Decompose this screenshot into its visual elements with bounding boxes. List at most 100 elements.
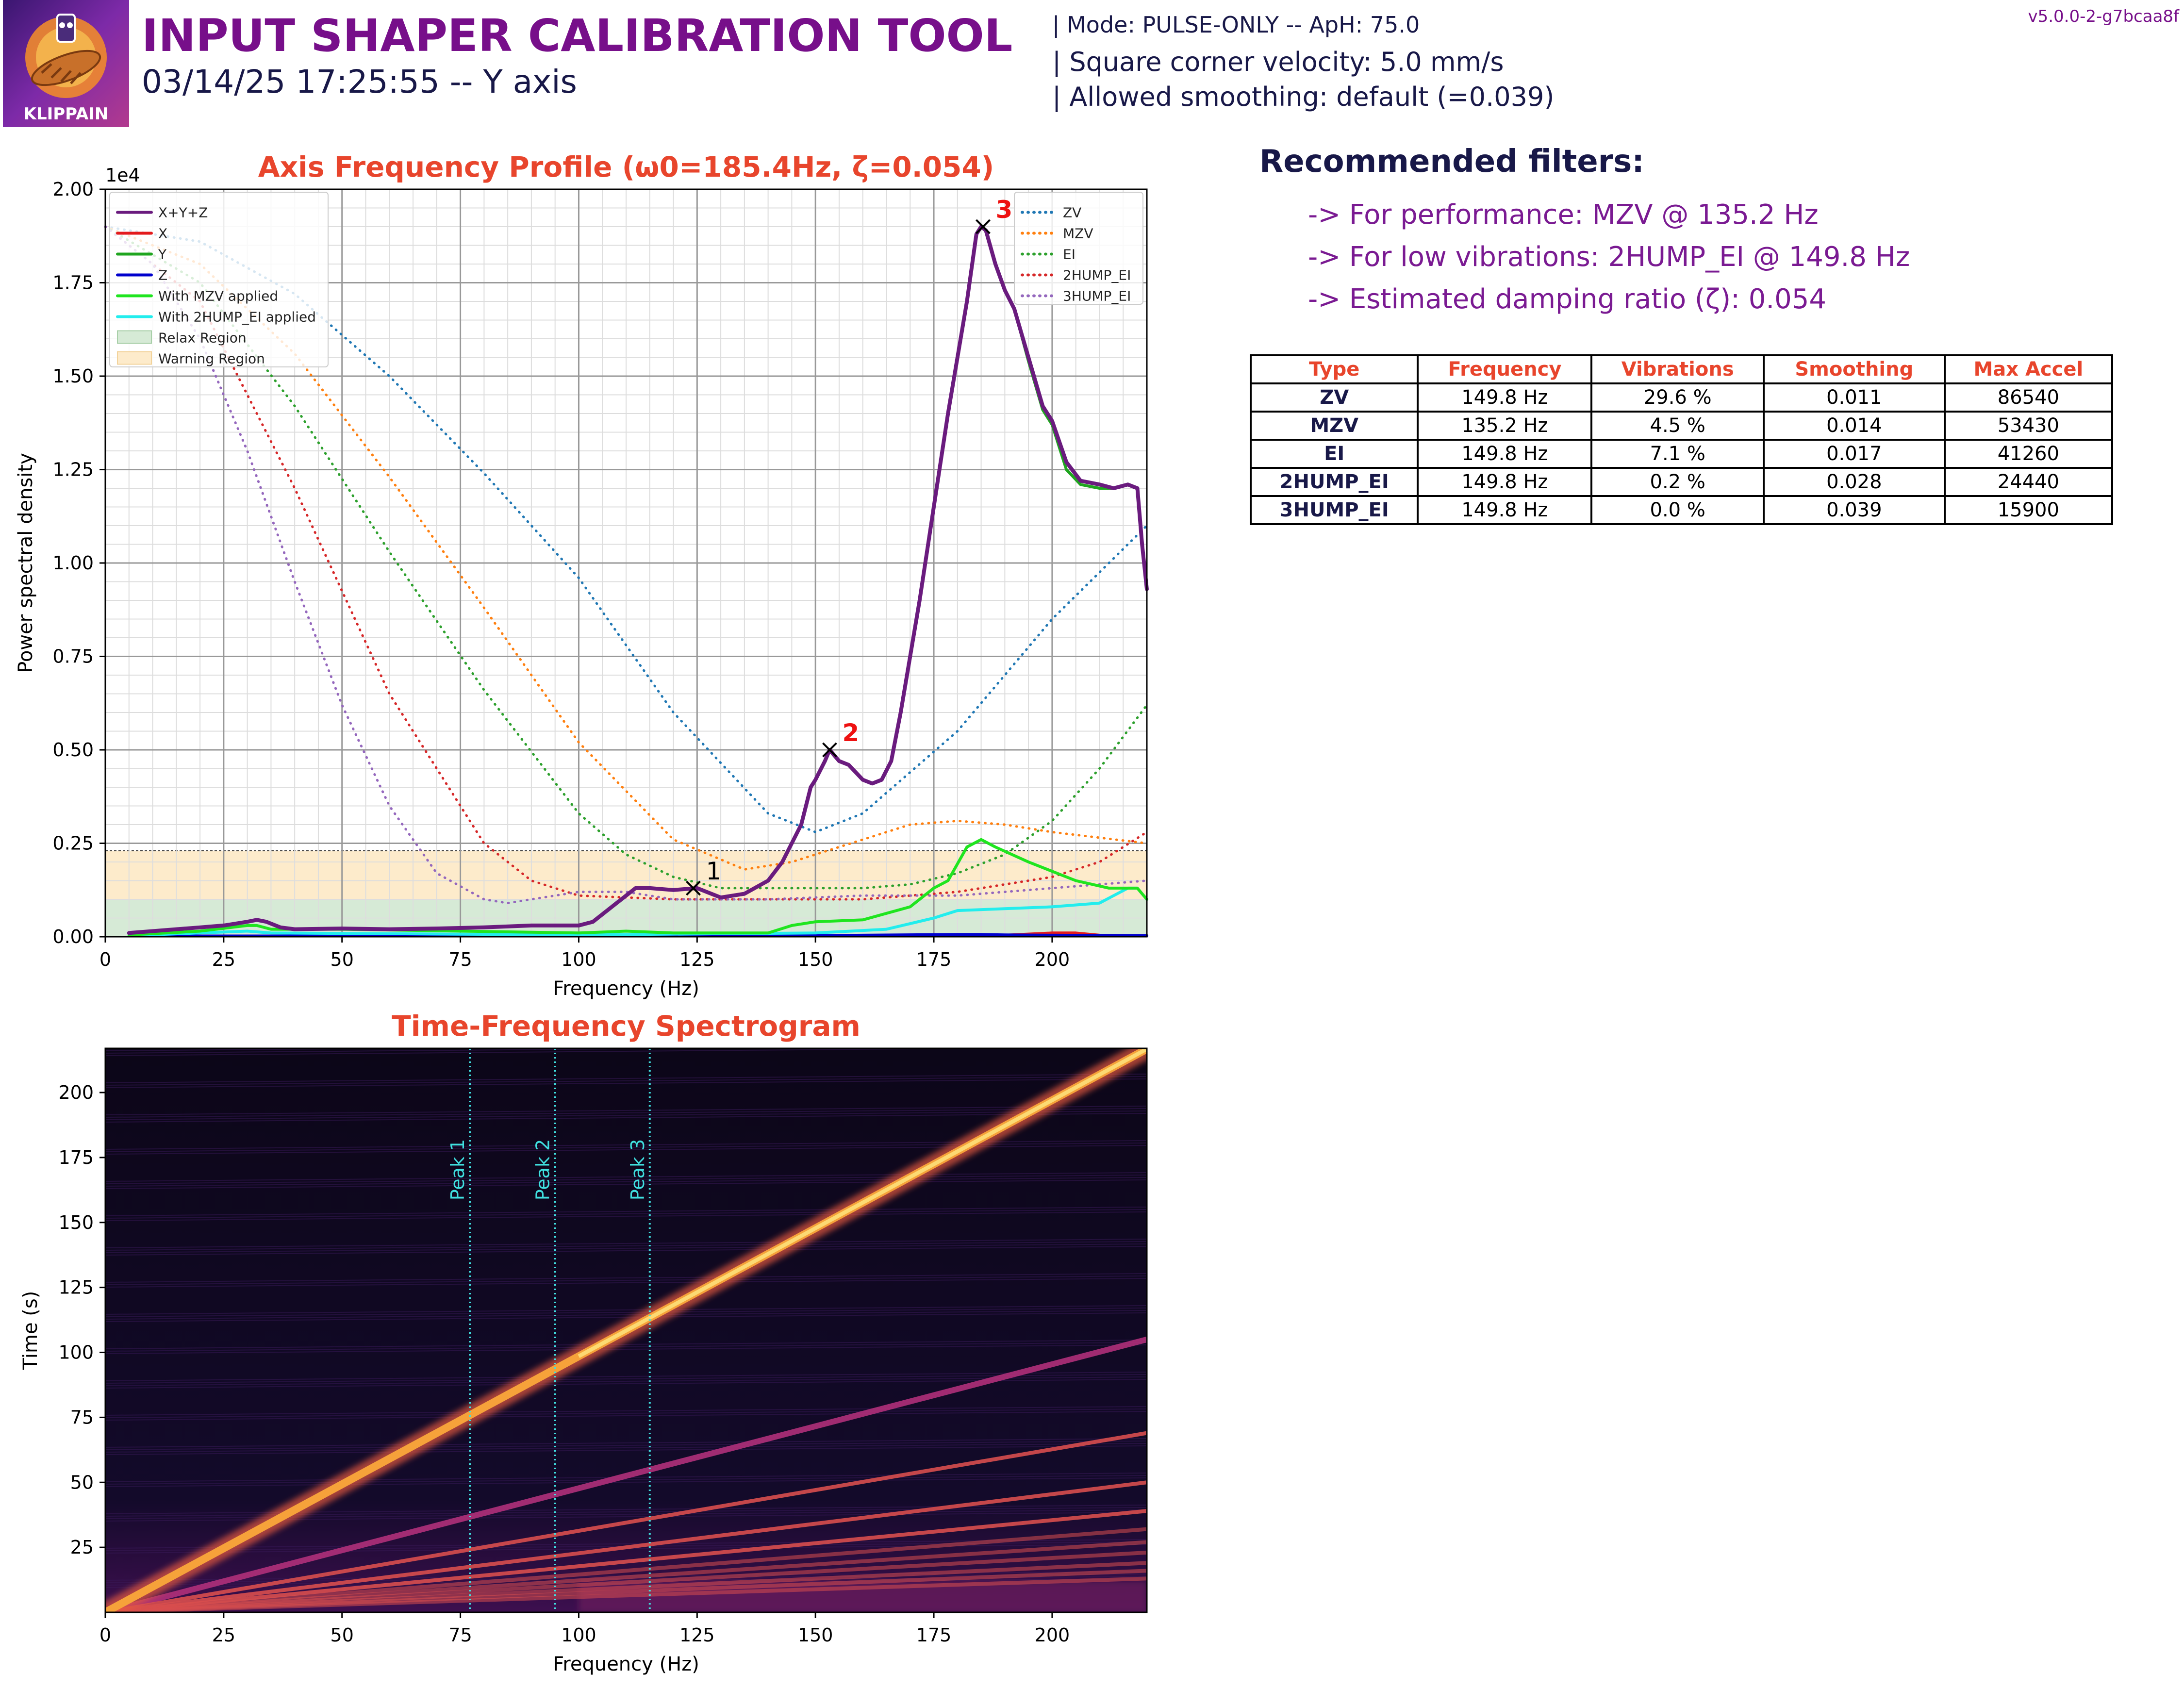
recommendation-low-vibrations: -> For low vibrations: 2HUMP_EI @ 149.8 …: [1308, 241, 1910, 273]
y-tick-label: 1.50: [52, 365, 94, 387]
table-header: Frequency: [1418, 355, 1591, 383]
filters-table: Type Frequency Vibrations Smoothing Max …: [1250, 354, 2113, 525]
table-cell: EI: [1251, 440, 1418, 468]
y-tick-label: 1.25: [52, 459, 94, 480]
y-tick-label: 100: [58, 1342, 94, 1363]
x-tick-label: 75: [448, 1624, 472, 1646]
legend-entry: EI: [1063, 247, 1075, 263]
table-header-row: Type Frequency Vibrations Smoothing Max …: [1251, 355, 2112, 383]
table-cell: 4.5 %: [1591, 412, 1764, 440]
legend-entry: 3HUMP_EI: [1063, 288, 1131, 304]
table-cell: 3HUMP_EI: [1251, 496, 1418, 524]
x-tick-label: 150: [798, 949, 833, 970]
table-cell: 7.1 %: [1591, 440, 1764, 468]
table-cell: 0.2 %: [1591, 468, 1764, 496]
table-cell: 29.6 %: [1591, 383, 1764, 412]
legend-entry: Warning Region: [158, 351, 265, 367]
x-tick-label: 200: [1035, 1624, 1070, 1646]
table-row: 2HUMP_EI 149.8 Hz 0.2 % 0.028 24440: [1251, 468, 2112, 496]
table-cell: 149.8 Hz: [1418, 496, 1591, 524]
table-cell: 15900: [1945, 496, 2112, 524]
x-tick-label: 100: [561, 949, 596, 970]
spectrogram-chart: Peak 1 Peak 2 Peak 3 0 25 50 75 100 125 150 175 200…: [19, 1010, 1147, 1675]
table-cell: 0.0 %: [1591, 496, 1764, 524]
table-cell: 41260: [1945, 440, 2112, 468]
table-cell: 0.039: [1764, 496, 1945, 524]
legend-entry: 2HUMP_EI: [1063, 267, 1131, 283]
x-tick-label: 100: [561, 1624, 596, 1646]
y-tick-label: 150: [58, 1212, 94, 1233]
peak-line-label: Peak 2: [532, 1139, 554, 1201]
peak-line-label: Peak 1: [447, 1139, 468, 1201]
table-cell: ZV: [1251, 383, 1418, 412]
x-axis-label: Frequency (Hz): [553, 1653, 699, 1675]
legend-entry: MZV: [1063, 226, 1093, 242]
table-cell: 86540: [1945, 383, 2112, 412]
recommendation-performance: -> For performance: MZV @ 135.2 Hz: [1308, 199, 1819, 231]
y-tick-label: 125: [58, 1277, 94, 1298]
table-cell: 53430: [1945, 412, 2112, 440]
table-row: 3HUMP_EI 149.8 Hz 0.0 % 0.039 15900: [1251, 496, 2112, 524]
y-tick-label: 0.50: [52, 739, 94, 761]
x-tick-label: 175: [916, 949, 952, 970]
table-header: Vibrations: [1591, 355, 1764, 383]
y-tick-label: 0.00: [52, 926, 94, 947]
table-cell: 0.017: [1764, 440, 1945, 468]
table-header: Smoothing: [1764, 355, 1945, 383]
y-tick-label: 0.25: [52, 833, 94, 854]
x-tick-label: 75: [448, 949, 472, 970]
y-scale-label: 1e4: [105, 165, 140, 186]
table-cell: 2HUMP_EI: [1251, 468, 1418, 496]
psd-title: Axis Frequency Profile (ω0=185.4Hz, ζ=0.…: [258, 150, 994, 183]
x-tick-label: 25: [212, 1624, 235, 1646]
x-tick-label: 0: [99, 949, 111, 970]
x-tick-label: 50: [331, 1624, 354, 1646]
x-tick-label: 175: [916, 1624, 952, 1646]
legend-entry: Z: [158, 267, 167, 283]
y-tick-label: 0.75: [52, 646, 94, 667]
table-header: Type: [1251, 355, 1418, 383]
y-axis-label: Power spectral density: [15, 453, 37, 673]
legend-entry: With 2HUMP_EI applied: [158, 309, 316, 325]
peak-line-label: Peak 3: [627, 1139, 648, 1201]
peak-label: 2: [842, 719, 859, 747]
spectrogram-title: Time-Frequency Spectrogram: [392, 1010, 860, 1043]
y-tick-label: 2.00: [52, 179, 94, 200]
psd-legend-right: ZVMZVEI2HUMP_EI3HUMP_EI: [1014, 192, 1143, 304]
x-tick-label: 125: [679, 949, 715, 970]
legend-swatch: [117, 331, 151, 344]
table-cell: 0.014: [1764, 412, 1945, 440]
peak-label: 1: [706, 857, 722, 885]
version-label: v5.0.0-2-g7bcaa8f: [2028, 7, 2179, 26]
peak-label: 3: [995, 196, 1012, 224]
table-header: Max Accel: [1945, 355, 2112, 383]
table-cell: 0.011: [1764, 383, 1945, 412]
recommendations-title: Recommended filters:: [1259, 144, 1644, 180]
x-tick-label: 25: [212, 949, 235, 970]
x-tick-label: 200: [1035, 949, 1070, 970]
y-tick-label: 50: [70, 1472, 94, 1493]
legend-entry: X+Y+Z: [158, 205, 208, 221]
y-tick-label: 25: [70, 1537, 94, 1558]
table-row: MZV 135.2 Hz 4.5 % 0.014 53430: [1251, 412, 2112, 440]
table-cell: MZV: [1251, 412, 1418, 440]
y-tick-label: 175: [58, 1147, 94, 1168]
table-cell: 149.8 Hz: [1418, 468, 1591, 496]
y-tick-label: 200: [58, 1082, 94, 1103]
charts-canvas: 1 2 3 0 25 50 75 100 125 150 175 200 0.00 0.25 0.50 0.7…: [0, 0, 1165, 1689]
table-cell: 24440: [1945, 468, 2112, 496]
legend-entry: Relax Region: [158, 330, 247, 346]
legend-entry: With MZV applied: [158, 288, 278, 304]
x-tick-label: 125: [679, 1624, 715, 1646]
x-axis-label: Frequency (Hz): [553, 977, 699, 1000]
spectrogram-image: [105, 1040, 1147, 1612]
y-tick-label: 1.00: [52, 552, 94, 574]
x-tick-label: 50: [331, 949, 354, 970]
legend-swatch: [117, 352, 151, 364]
table-cell: 135.2 Hz: [1418, 412, 1591, 440]
psd-chart: 1 2 3 0 25 50 75 100 125 150 175 200 0.00 0.25 0.50 0.7…: [15, 150, 1147, 1000]
table-row: EI 149.8 Hz 7.1 % 0.017 41260: [1251, 440, 2112, 468]
y-axis-label: Time (s): [19, 1291, 42, 1371]
legend-entry: Y: [158, 247, 167, 263]
x-tick-label: 150: [798, 1624, 833, 1646]
